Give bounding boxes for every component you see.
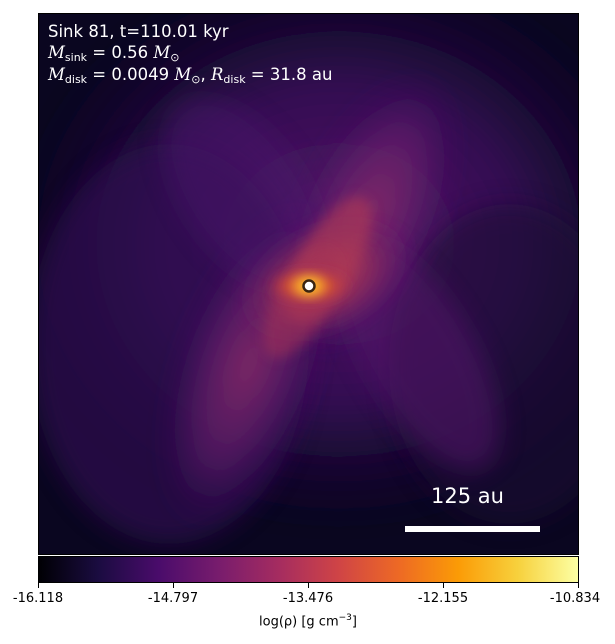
- colorbar-tick: [443, 583, 444, 588]
- disk-radius-subscript: disk: [223, 73, 246, 86]
- sink-mass-unit-subscript: ⊙: [170, 51, 180, 64]
- disk-properties-line: Mdisk = 0.0049 M⊙, Rdisk = 31.8 au: [48, 65, 333, 86]
- colorbar-label: log(ρ) [g cm−3]: [259, 613, 357, 629]
- disk-mass-unit-subscript: ⊙: [191, 73, 201, 86]
- colorbar-tick-label: -10.834: [549, 591, 601, 606]
- scale-bar: [405, 526, 540, 532]
- colorbar-tick: [578, 583, 579, 588]
- sink-mass-unit: M: [153, 43, 171, 62]
- density-map-image: [39, 14, 578, 554]
- colorbar-tick: [173, 583, 174, 588]
- disk-mass-value: 0.0049: [111, 65, 170, 84]
- colorbar-tick-label: -13.476: [282, 591, 334, 606]
- disk-mass-unit: M: [174, 65, 192, 84]
- colorbar-tick-label: -12.155: [417, 591, 469, 606]
- sink-title-text: Sink 81, t=110.01 kyr: [48, 22, 229, 41]
- colorbar: [38, 556, 579, 583]
- disk-mass-subscript: disk: [64, 73, 88, 86]
- sink-particle-marker: [302, 279, 316, 293]
- colorbar-label-exponent: −3: [338, 613, 352, 623]
- sink-mass-value: 0.56: [111, 43, 149, 62]
- colorbar-tick-label: -16.118: [12, 591, 64, 606]
- density-map: Sink 81, t=110.01 kyr Msink = 0.56 M⊙ Md…: [38, 13, 579, 555]
- colorbar-label-suffix: ]: [351, 614, 357, 630]
- colorbar-label-prefix: log(ρ) [g cm: [259, 614, 339, 630]
- colorbar-tick: [38, 583, 39, 588]
- sink-mass-symbol: M: [48, 43, 65, 62]
- sink-mass-subscript: sink: [64, 51, 88, 64]
- colorbar-tick: [308, 583, 309, 588]
- disk-mass-symbol: M: [48, 65, 65, 84]
- disk-radius-value: 31.8: [269, 65, 307, 84]
- sink-mass-line: Msink = 0.56 M⊙: [48, 43, 180, 64]
- colorbar-tick-label: -14.797: [147, 591, 199, 606]
- disk-radius-symbol: R: [210, 65, 224, 84]
- sink-title: Sink 81, t=110.01 kyr: [48, 21, 229, 42]
- scale-bar-label: 125 au: [431, 484, 504, 508]
- disk-radius-unit: au: [311, 65, 333, 84]
